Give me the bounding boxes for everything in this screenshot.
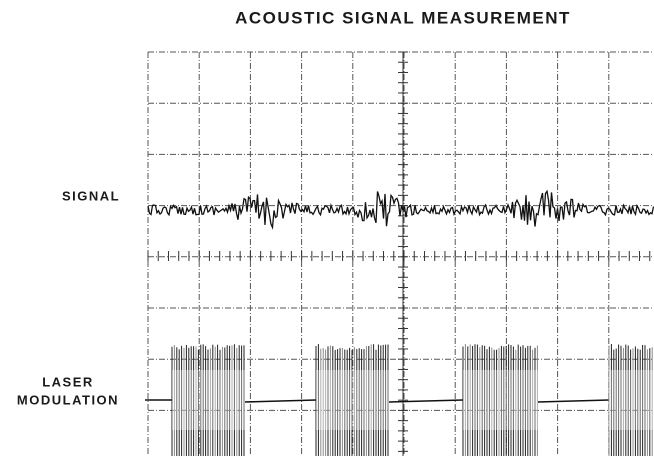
traces	[145, 52, 654, 456]
page: ACOUSTIC SIGNAL MEASUREMENT SIGNAL LASER…	[0, 0, 654, 456]
laser-label: MODULATION	[17, 392, 119, 407]
oscilloscope-screenshot: ACOUSTIC SIGNAL MEASUREMENT SIGNAL LASER…	[0, 0, 654, 456]
laser-label: LASER	[42, 374, 94, 389]
title: ACOUSTIC SIGNAL MEASUREMENT	[235, 8, 571, 27]
laser-haze	[609, 370, 654, 430]
laser-haze	[316, 370, 389, 430]
laser-haze	[463, 370, 538, 430]
laser-haze	[172, 370, 245, 430]
signal-trace	[148, 191, 654, 227]
signal-label: SIGNAL	[62, 188, 120, 203]
